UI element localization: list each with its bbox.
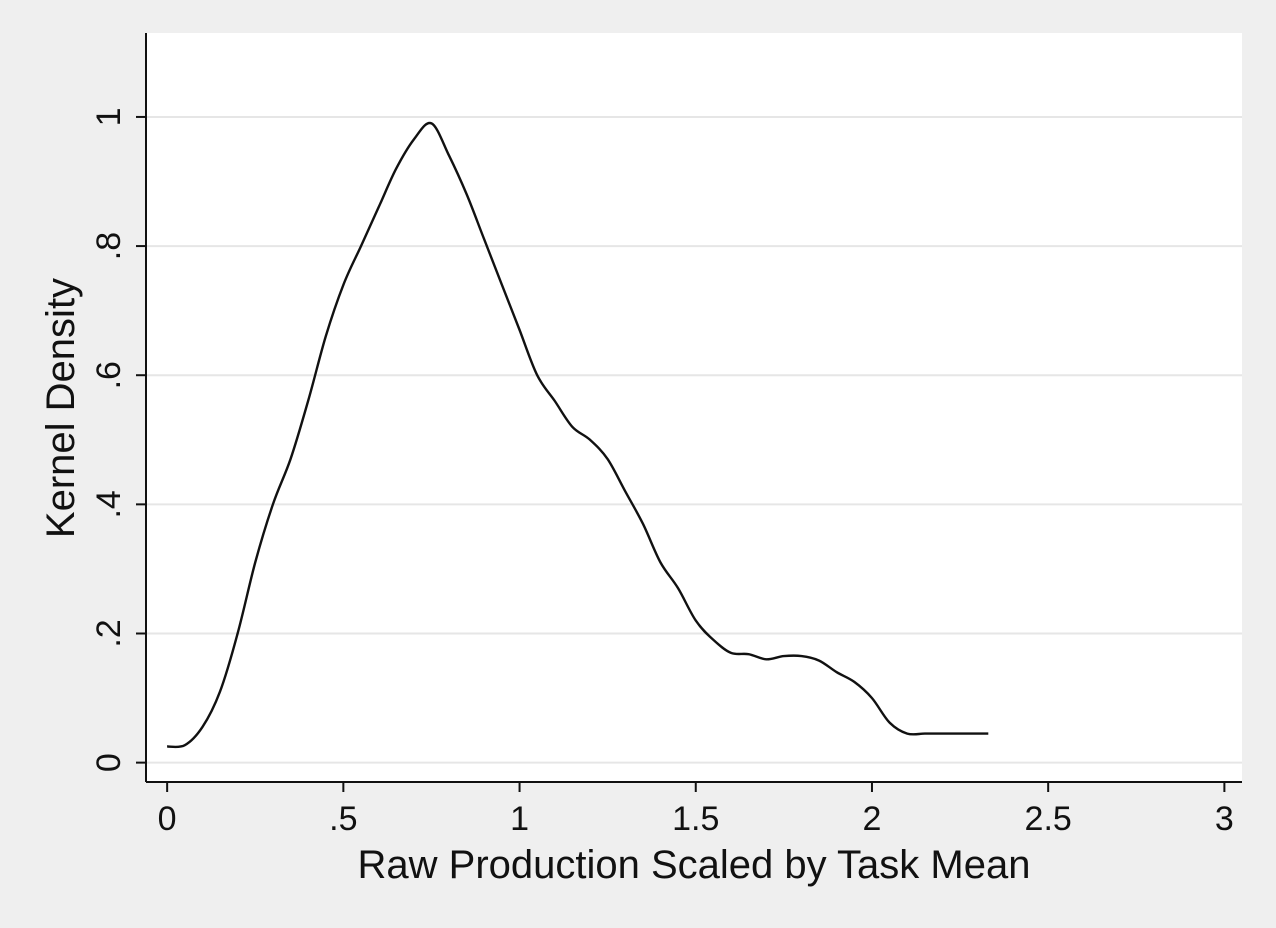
x-tick-label: 1	[510, 800, 529, 838]
y-tick-label: .2	[90, 619, 128, 647]
y-tick-label: .6	[90, 361, 128, 389]
y-tick-label: 1	[90, 107, 128, 126]
plot-area	[146, 33, 1242, 782]
x-tick-label: 1.5	[672, 800, 719, 838]
x-tick-label: 2	[863, 800, 882, 838]
y-axis-title: Kernel Density	[39, 278, 83, 538]
x-axis-title: Raw Production Scaled by Task Mean	[358, 843, 1031, 887]
x-tick-label: 3	[1215, 800, 1234, 838]
y-tick-label: .8	[90, 232, 128, 260]
x-tick-label: 2.5	[1025, 800, 1072, 838]
x-tick-label: 0	[158, 800, 177, 838]
y-tick-label: 0	[90, 753, 128, 772]
gridlines	[146, 115, 1242, 764]
y-tick-label: .4	[90, 490, 128, 518]
density-line	[167, 121, 989, 749]
x-tick-label: .5	[329, 800, 357, 838]
y-ticks: 0 .2 .4 .6 .8 1	[90, 107, 146, 772]
x-ticks: 0 .5 1 1.5 2 2.5 3	[158, 782, 1234, 838]
series-layer	[167, 121, 989, 749]
